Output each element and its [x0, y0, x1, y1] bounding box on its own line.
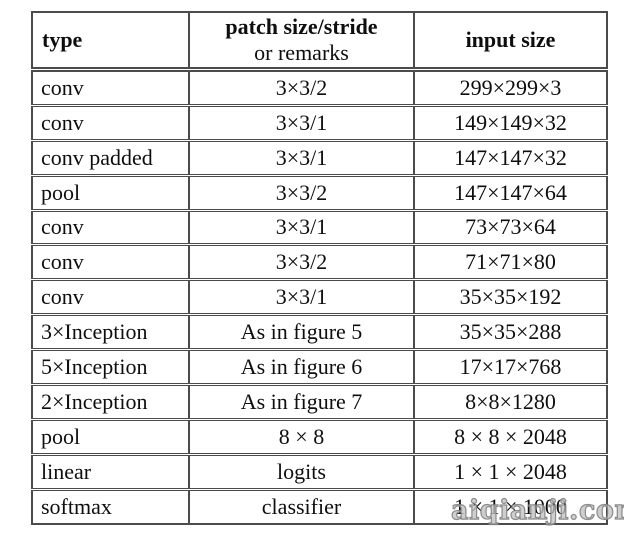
cell-patch: As in figure 7	[188, 383, 414, 420]
cell-type: conv	[32, 243, 189, 280]
cell-input: 73×73×64	[413, 208, 607, 245]
cell-type: 2×Inception	[32, 383, 189, 420]
cell-type: pool	[32, 173, 189, 211]
cell-type: 3×Inception	[32, 313, 189, 350]
cell-type: conv	[32, 208, 189, 245]
cell-input: 299×299×3	[413, 67, 607, 106]
table-row: conv 3×3/2 71×71×80	[32, 243, 607, 280]
cell-type: linear	[32, 453, 189, 490]
cell-type: conv	[32, 103, 189, 141]
cell-patch: As in figure 6	[188, 348, 414, 385]
cell-patch: classifier	[188, 488, 414, 524]
cell-input: 8 × 8 × 2048	[413, 418, 607, 455]
header-patch-line2: or remarks	[254, 40, 349, 66]
table-row: softmax classifier 1 × 1 × 1000	[32, 488, 607, 524]
table-row: conv 3×3/1 73×73×64	[32, 208, 607, 245]
cell-input: 17×17×768	[413, 348, 607, 385]
table-row: conv 3×3/1 35×35×192	[32, 278, 607, 315]
table-row: pool 3×3/2 147×147×64	[32, 173, 607, 211]
cell-patch: 3×3/2	[188, 67, 414, 106]
table-body: conv 3×3/2 299×299×3 conv 3×3/1 149×149×32 con…	[32, 67, 607, 524]
table-row: 5×Inception As in figure 6 17×17×768	[32, 348, 607, 385]
table-row: conv padded 3×3/1 147×147×32	[32, 138, 607, 176]
header-row: type patch size/stride or remarks input …	[32, 12, 607, 72]
cell-input: 147×147×32	[413, 138, 607, 176]
table-row: 3×Inception As in figure 5 35×35×288	[32, 313, 607, 350]
header-patch: patch size/stride or remarks	[188, 12, 414, 72]
table-header: type patch size/stride or remarks input …	[32, 12, 607, 72]
table-row: linear logits 1 × 1 × 2048	[32, 453, 607, 490]
cell-type: softmax	[32, 488, 189, 524]
table-row: conv 3×3/1 149×149×32	[32, 103, 607, 141]
cell-input: 1 × 1 × 1000	[413, 488, 607, 524]
cell-input: 1 × 1 × 2048	[413, 453, 607, 490]
cell-patch: logits	[188, 453, 414, 490]
cell-input: 35×35×288	[413, 313, 607, 350]
table-row: conv 3×3/2 299×299×3	[32, 67, 607, 106]
cell-input: 35×35×192	[413, 278, 607, 315]
cell-patch: 3×3/1	[188, 278, 414, 315]
cell-patch: 3×3/2	[188, 173, 414, 211]
cell-type: conv	[32, 278, 189, 315]
cell-input: 8×8×1280	[413, 383, 607, 420]
cell-input: 149×149×32	[413, 103, 607, 141]
cell-type: conv	[32, 67, 189, 106]
cell-patch: As in figure 5	[188, 313, 414, 350]
cell-patch: 8 × 8	[188, 418, 414, 455]
cell-patch: 3×3/1	[188, 103, 414, 141]
header-type: type	[32, 12, 189, 72]
architecture-table: type patch size/stride or remarks input …	[31, 11, 608, 525]
cell-type: pool	[32, 418, 189, 455]
header-input: input size	[413, 12, 607, 72]
table-row: 2×Inception As in figure 7 8×8×1280	[32, 383, 607, 420]
cell-patch: 3×3/2	[188, 243, 414, 280]
cell-type: conv padded	[32, 138, 189, 176]
header-patch-line1: patch size/stride	[225, 14, 378, 40]
cell-input: 147×147×64	[413, 173, 607, 211]
cell-patch: 3×3/1	[188, 208, 414, 245]
cell-input: 71×71×80	[413, 243, 607, 280]
cell-patch: 3×3/1	[188, 138, 414, 176]
cell-type: 5×Inception	[32, 348, 189, 385]
